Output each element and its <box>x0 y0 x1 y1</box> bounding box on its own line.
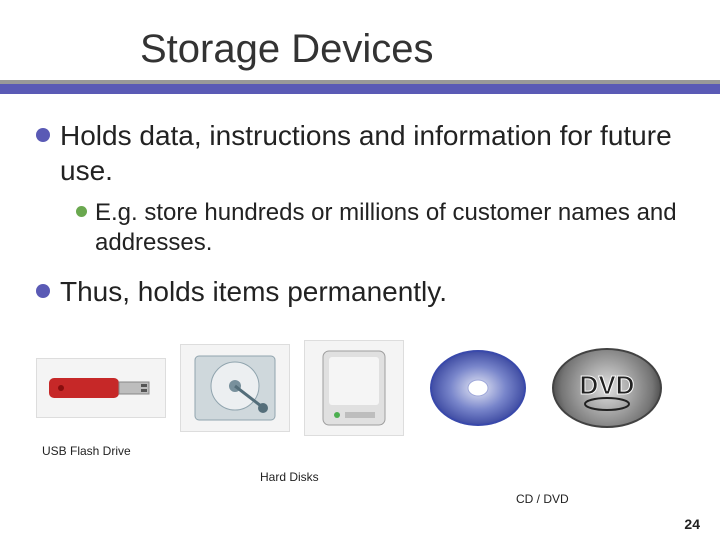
bullet-text: E.g. store hundreds or millions of custo… <box>95 198 684 258</box>
bullet-dot-icon <box>76 206 87 217</box>
bullet-dot-icon <box>36 284 50 298</box>
bullet-level1: Holds data, instructions and information… <box>36 118 684 188</box>
label-cddvd: CD / DVD <box>516 492 569 506</box>
page-title: Storage Devices <box>140 27 433 72</box>
header: Storage Devices <box>0 0 720 80</box>
underline-blue <box>0 84 720 94</box>
page-number: 24 <box>684 516 700 532</box>
bullet-dot-icon <box>36 128 50 142</box>
images-row: DVD <box>36 328 684 448</box>
bullet-text: Holds data, instructions and information… <box>60 118 684 188</box>
bullet-text: Thus, holds items permanently. <box>60 274 447 309</box>
bullet-level2: E.g. store hundreds or millions of custo… <box>76 198 684 258</box>
label-hdd: Hard Disks <box>260 470 319 484</box>
compact-disc-icon <box>418 343 538 433</box>
svg-text:DVD: DVD <box>580 370 635 400</box>
label-usb: USB Flash Drive <box>42 444 131 458</box>
external-hard-disk-icon <box>304 340 404 436</box>
title-underline <box>0 80 720 100</box>
content-area: Holds data, instructions and information… <box>0 100 720 309</box>
dvd-logo-icon: DVD <box>552 348 662 428</box>
usb-flash-drive-icon <box>36 358 166 418</box>
bullet-level1: Thus, holds items permanently. <box>36 274 684 309</box>
internal-hard-disk-icon <box>180 344 290 432</box>
